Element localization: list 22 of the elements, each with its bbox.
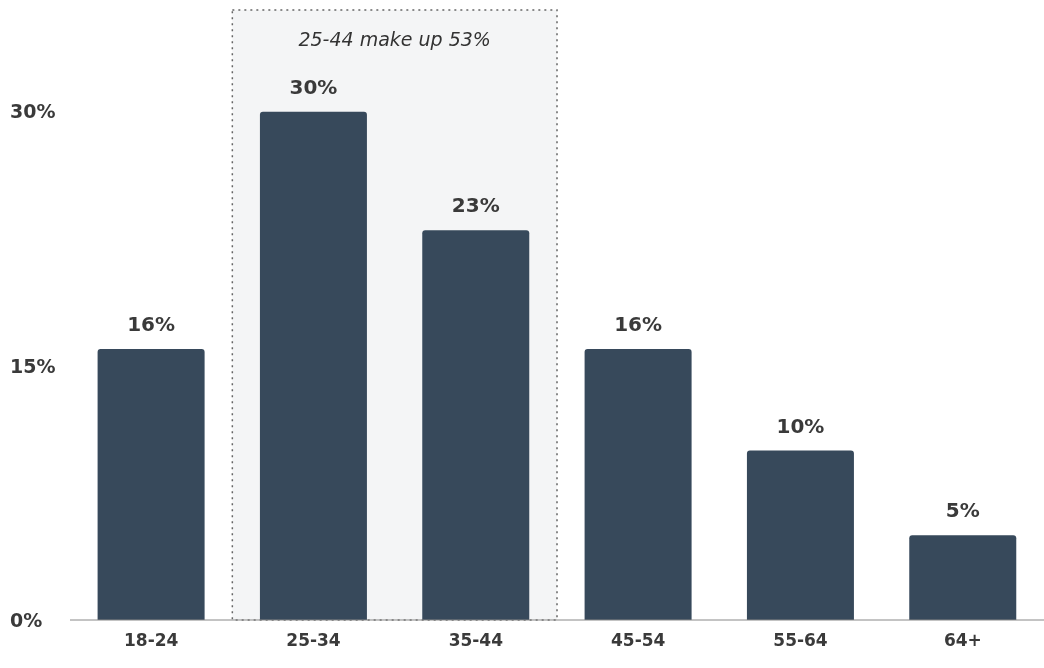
y-tick-label: 15% bbox=[10, 354, 56, 377]
data-label: 16% bbox=[127, 311, 176, 336]
x-tick-label: 18-24 bbox=[123, 630, 179, 651]
data-label: 16% bbox=[614, 311, 663, 336]
band-label: 25-44 make up 53% bbox=[298, 28, 491, 50]
y-tick-label: 0% bbox=[10, 608, 43, 631]
bar bbox=[97, 348, 205, 620]
bar bbox=[584, 348, 692, 620]
bar bbox=[746, 450, 854, 620]
bar bbox=[422, 230, 530, 620]
bar bbox=[909, 535, 1017, 620]
x-tick-label: 45-54 bbox=[610, 630, 666, 651]
data-label: 23% bbox=[451, 193, 500, 218]
x-tick-label: 55-64 bbox=[773, 630, 828, 651]
x-tick-label: 64+ bbox=[943, 630, 982, 651]
data-label: 10% bbox=[776, 413, 825, 438]
x-tick-label: 25-34 bbox=[286, 630, 341, 651]
y-tick-label: 30% bbox=[10, 100, 56, 123]
bar bbox=[259, 111, 367, 620]
data-label: 30% bbox=[289, 74, 338, 99]
x-tick-label: 35-44 bbox=[448, 630, 504, 651]
data-label: 5% bbox=[945, 498, 980, 523]
